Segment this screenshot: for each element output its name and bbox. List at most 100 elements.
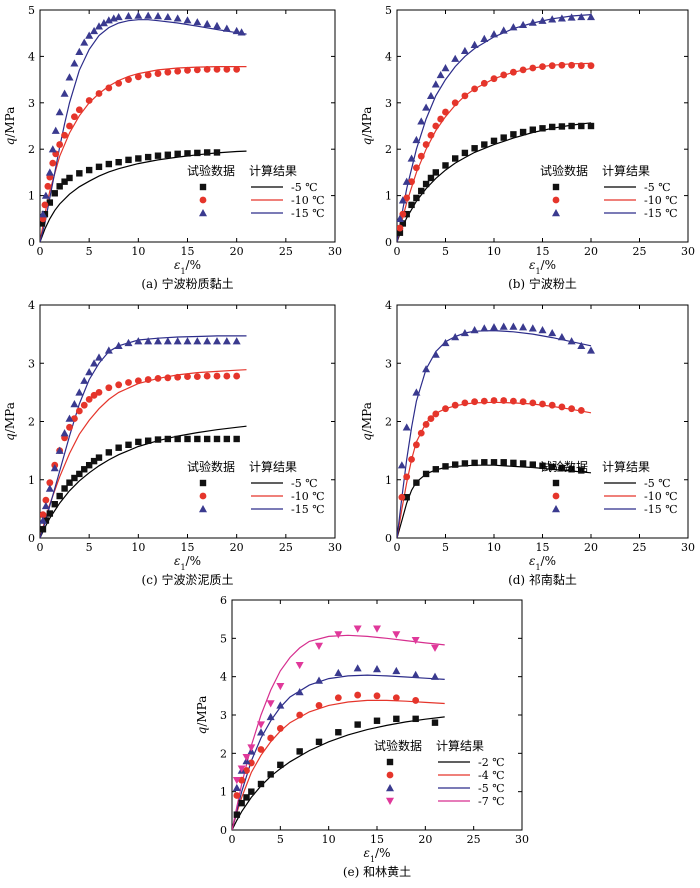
data-point <box>397 229 404 236</box>
data-point <box>519 66 527 74</box>
plot-area <box>232 625 445 830</box>
legend-marker <box>552 196 560 204</box>
data-point <box>184 150 191 157</box>
data-point <box>105 160 113 168</box>
calc-curve <box>40 335 247 538</box>
data-point <box>213 337 221 345</box>
data-point <box>422 141 430 148</box>
data-point <box>213 372 221 380</box>
data-point <box>452 461 459 468</box>
x-tick-label: 25 <box>279 245 293 258</box>
data-point <box>114 12 123 21</box>
legend-marker <box>199 209 207 217</box>
plot-area <box>397 12 595 242</box>
data-point <box>558 403 566 411</box>
data-point <box>233 372 241 380</box>
data-point <box>213 149 221 156</box>
data-point <box>71 113 78 121</box>
data-point <box>334 631 343 639</box>
data-point <box>490 30 498 38</box>
data-point <box>266 712 275 721</box>
data-point <box>243 794 250 801</box>
legend-marker <box>386 797 394 805</box>
legend-marker <box>552 183 560 191</box>
data-point <box>66 479 73 486</box>
legend-marker <box>552 505 560 513</box>
data-point <box>510 459 517 467</box>
data-point <box>451 99 459 107</box>
data-point <box>277 761 284 769</box>
data-point <box>587 122 595 130</box>
y-tick-label: 4 <box>28 50 35 63</box>
data-point <box>587 12 595 21</box>
x-tick-label: 15 <box>536 541 550 554</box>
data-point <box>548 62 556 70</box>
data-point <box>65 73 74 81</box>
data-point <box>461 460 469 467</box>
data-point <box>144 153 152 161</box>
data-point <box>276 725 284 732</box>
data-point <box>510 131 517 138</box>
chart-panel-4: 0 5 10 15 20 25 30 0 1 2 3 4 ε1/% q/MPa (d) 祁南黏土 试验数据 计算… <box>360 299 695 587</box>
data-point <box>519 398 527 406</box>
data-point <box>334 668 343 677</box>
data-point <box>105 84 113 92</box>
y-tick-label: 0 <box>28 532 35 545</box>
data-point <box>173 337 182 345</box>
data-point <box>193 337 202 345</box>
y-tick-label: 5 <box>220 632 227 645</box>
data-point <box>135 438 142 446</box>
data-point <box>549 123 556 131</box>
x-tick-label: 10 <box>487 541 501 554</box>
data-point <box>60 89 69 97</box>
data-point <box>413 164 420 172</box>
data-point <box>539 462 546 469</box>
data-point <box>567 13 576 21</box>
legend-entry-label: -10 ℃ <box>291 194 325 207</box>
y-tick-label: 6 <box>220 594 227 607</box>
data-point <box>587 346 595 354</box>
data-point <box>247 744 256 752</box>
data-point <box>80 376 89 384</box>
data-point <box>90 457 98 465</box>
y-axis-label: q/MPa <box>195 696 209 735</box>
data-point <box>232 783 241 792</box>
data-point <box>56 492 63 500</box>
data-point <box>104 16 113 24</box>
data-point <box>568 405 575 413</box>
data-point <box>233 65 241 73</box>
data-point <box>193 66 201 74</box>
data-point <box>232 776 241 785</box>
calc-curve <box>232 716 445 830</box>
data-point <box>238 799 245 807</box>
data-point <box>71 415 78 422</box>
data-point <box>460 328 469 337</box>
legend-header-calc: 计算结果 <box>249 163 297 178</box>
data-point <box>354 721 361 728</box>
data-point <box>174 373 182 381</box>
data-point <box>41 501 50 510</box>
data-point <box>422 470 430 478</box>
data-point <box>567 337 576 345</box>
data-point <box>480 34 489 42</box>
data-point <box>75 407 83 415</box>
data-point <box>222 337 231 345</box>
y-tick-label: 4 <box>385 50 392 63</box>
data-point <box>266 700 275 708</box>
data-point <box>46 510 54 517</box>
x-tick-label: 5 <box>442 245 449 258</box>
y-tick-label: 1 <box>220 786 227 799</box>
y-axis-label: q/MPa <box>3 402 17 441</box>
data-point <box>411 670 420 678</box>
data-point <box>49 159 57 167</box>
data-point <box>412 697 420 704</box>
y-tick-label: 5 <box>28 4 35 17</box>
data-point <box>436 70 445 79</box>
data-point <box>577 407 585 414</box>
data-point <box>95 353 103 361</box>
x-axis-label: ε1/% <box>529 258 556 276</box>
data-point <box>296 748 303 755</box>
data-point <box>412 388 421 396</box>
data-point <box>392 666 401 675</box>
